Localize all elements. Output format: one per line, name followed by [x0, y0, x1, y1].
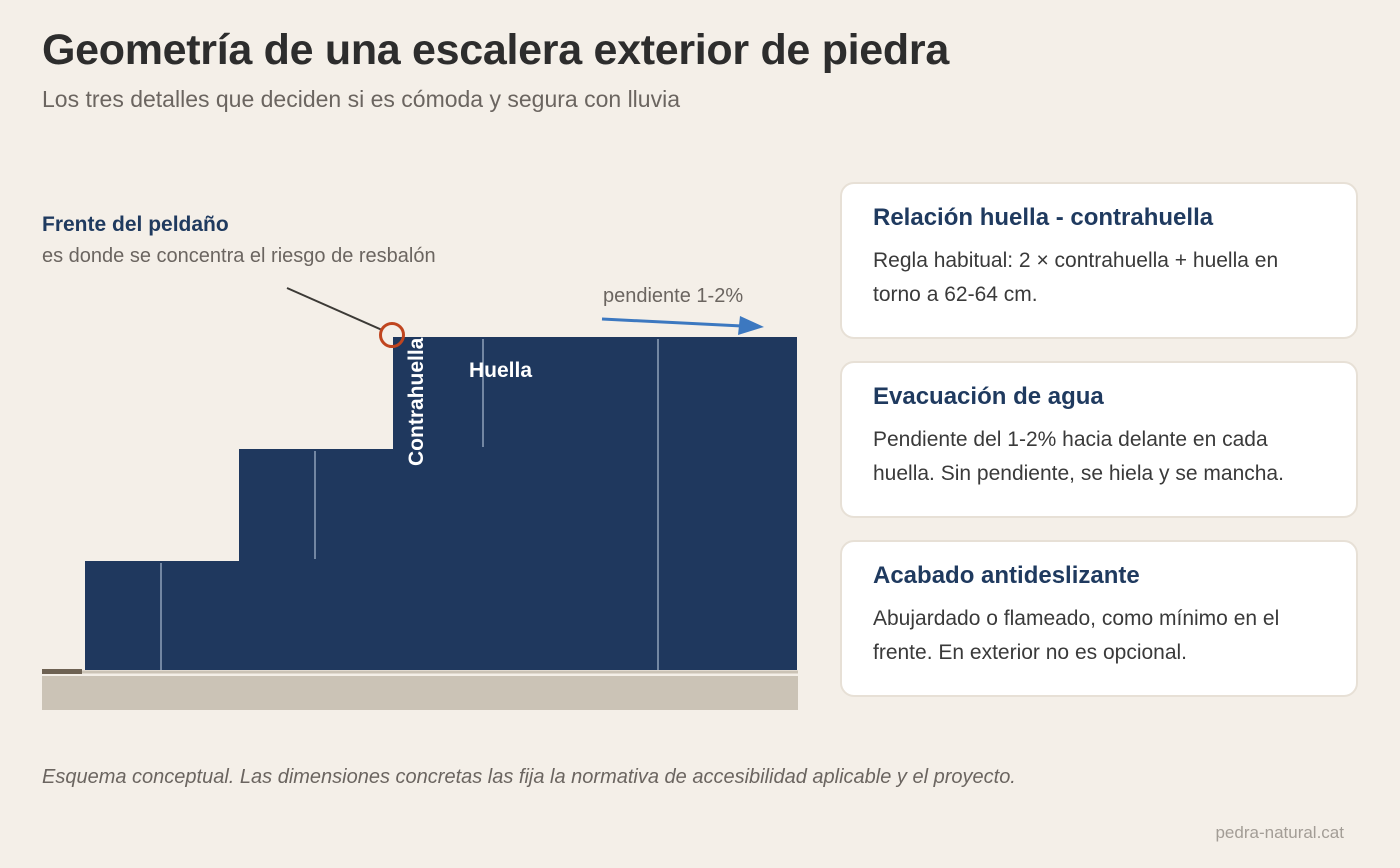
slope-arrow-head: [738, 316, 764, 335]
card-body: Pendiente del 1-2% hacia delante en cada…: [873, 428, 1284, 485]
page-title: Geometría de una escalera exterior de pi…: [42, 26, 949, 74]
page-subtitle: Los tres detalles que deciden si es cómo…: [42, 86, 680, 112]
card-body: Abujardado o flameado, como mínimo en el…: [873, 607, 1280, 664]
slope-arrow-shaft: [601, 317, 743, 328]
stair-diagram: Contrahuella Huella Frente del peldaño e…: [42, 213, 798, 710]
info-card: Relación huella - contrahuella Regla hab…: [840, 182, 1358, 339]
footnote: Esquema conceptual. Las dimensiones conc…: [42, 766, 1016, 788]
stair-profile: [85, 337, 797, 670]
tread-label: Huella: [469, 359, 532, 382]
info-card: Acabado antideslizante Abujardado o flam…: [840, 540, 1358, 697]
card-title: Relación huella - contrahuella: [873, 204, 1214, 231]
ground-edge: [42, 669, 82, 674]
card-body: Regla habitual: 2 × contrahuella + huell…: [873, 249, 1279, 306]
callout-title: Frente del peldaño: [42, 213, 229, 236]
callout-subtitle: es donde se concentra el riesgo de resba…: [42, 245, 436, 267]
card-title: Acabado antideslizante: [873, 562, 1140, 589]
slope-label: pendiente 1-2%: [603, 285, 743, 307]
info-card: Evacuación de agua Pendiente del 1-2% ha…: [840, 361, 1358, 518]
info-cards: Relación huella - contrahuella Regla hab…: [840, 182, 1358, 719]
riser-label: Contrahuella: [405, 337, 428, 466]
callout-leader: [286, 287, 383, 331]
nosing-marker: [379, 322, 405, 348]
card-title: Evacuación de agua: [873, 383, 1104, 410]
source-credit: pedra-natural.cat: [1215, 823, 1344, 842]
ground-slab: [42, 676, 798, 710]
